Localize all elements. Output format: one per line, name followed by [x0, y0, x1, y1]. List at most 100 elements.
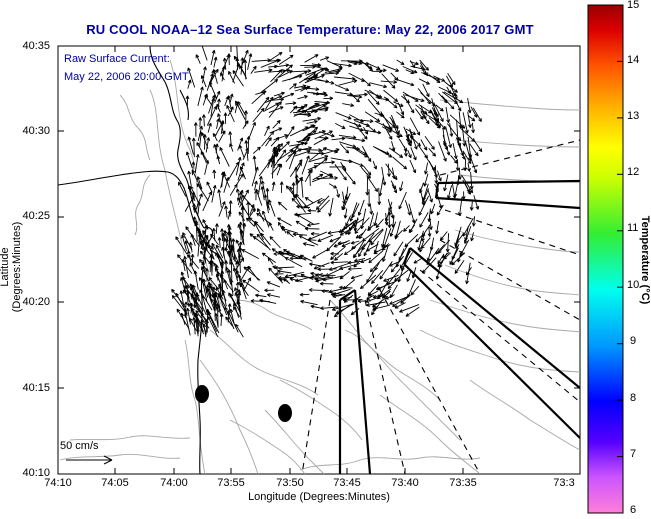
current-vector — [424, 162, 429, 175]
current-vector — [186, 307, 191, 325]
current-vector — [260, 180, 267, 197]
current-vector — [392, 156, 408, 170]
current-vector — [304, 54, 319, 63]
current-vector — [261, 252, 276, 263]
current-vector — [332, 288, 351, 296]
current-vector — [171, 288, 187, 308]
current-vector — [434, 105, 444, 122]
current-vector — [422, 183, 429, 201]
current-vector — [313, 137, 328, 146]
current-vector — [237, 162, 245, 181]
current-vector — [310, 304, 321, 309]
current-vector — [232, 70, 244, 87]
current-vector — [275, 143, 284, 153]
current-vector — [338, 134, 357, 140]
current-vector — [441, 95, 455, 110]
current-vector — [451, 181, 457, 199]
current-vector — [312, 173, 324, 181]
current-vector — [228, 161, 240, 180]
current-vector — [369, 63, 381, 70]
current-vector — [418, 78, 430, 85]
current-vector — [418, 145, 428, 159]
current-vector — [289, 83, 297, 90]
current-vector — [236, 300, 242, 313]
current-vector — [353, 147, 369, 158]
current-vector — [368, 250, 384, 264]
current-vector — [205, 137, 211, 153]
current-vector — [406, 135, 412, 147]
current-vector — [375, 68, 387, 73]
current-vector — [364, 89, 383, 99]
current-vector — [471, 216, 476, 227]
current-vector — [220, 171, 225, 188]
current-vector — [297, 130, 317, 144]
current-vector — [242, 279, 260, 293]
current-vector — [222, 57, 227, 70]
current-vector — [219, 274, 234, 293]
current-vector — [302, 242, 315, 247]
current-vector — [381, 73, 396, 89]
current-vector — [372, 304, 380, 312]
current-vector — [303, 148, 322, 153]
current-vector — [195, 54, 201, 64]
current-vector — [361, 77, 371, 87]
x-tick-label: 73:3 — [553, 477, 575, 489]
current-vector — [369, 204, 374, 215]
current-vector — [449, 84, 458, 100]
current-vector — [217, 189, 222, 208]
current-vector — [175, 236, 188, 255]
current-vector — [200, 312, 207, 322]
current-vector — [446, 75, 453, 88]
current-vector — [218, 201, 226, 217]
current-vector — [288, 150, 297, 170]
current-vector — [329, 236, 341, 243]
current-vector — [212, 169, 217, 179]
current-vector — [289, 256, 308, 261]
current-vector — [428, 117, 441, 129]
current-vector — [254, 180, 258, 191]
current-vector — [200, 151, 207, 163]
current-vector — [467, 163, 471, 172]
current-vector — [418, 240, 425, 253]
current-vector — [403, 146, 408, 157]
current-vector — [399, 304, 420, 313]
current-vector — [216, 155, 221, 165]
current-vector — [343, 296, 352, 301]
x-tick-label: 74:00 — [160, 477, 188, 489]
current-vector — [387, 163, 391, 177]
current-vector — [402, 66, 418, 74]
current-vector — [470, 232, 474, 242]
current-vector — [459, 239, 470, 257]
current-vector — [314, 100, 331, 105]
current-vector — [366, 294, 375, 300]
current-vector — [426, 247, 440, 266]
current-vector — [276, 70, 293, 79]
current-vector — [410, 285, 420, 296]
colorbar-tick-label: 15 — [627, 0, 640, 11]
current-vector — [203, 134, 207, 150]
current-vector — [474, 141, 483, 153]
current-vector — [400, 252, 413, 271]
current-vector — [364, 111, 381, 122]
current-vector — [345, 215, 352, 227]
current-vector — [410, 147, 417, 161]
current-vector — [329, 164, 346, 169]
current-vector — [406, 269, 412, 282]
axis-ticks — [57, 45, 581, 475]
current-vector — [189, 283, 200, 302]
current-vector — [197, 86, 204, 107]
y-tick-label: 40:25 — [22, 210, 50, 222]
current-vector — [445, 126, 453, 148]
current-vector — [473, 195, 480, 210]
current-vector — [234, 287, 239, 299]
current-vector — [181, 234, 187, 251]
colorbar-tick-label: 7 — [630, 448, 637, 460]
current-vector — [216, 253, 223, 268]
current-vector — [409, 117, 421, 136]
current-vector — [381, 243, 390, 251]
current-vector — [342, 191, 346, 205]
current-vector — [236, 248, 241, 261]
current-vector — [470, 106, 478, 118]
current-vector — [377, 187, 382, 206]
current-vector — [299, 292, 310, 297]
